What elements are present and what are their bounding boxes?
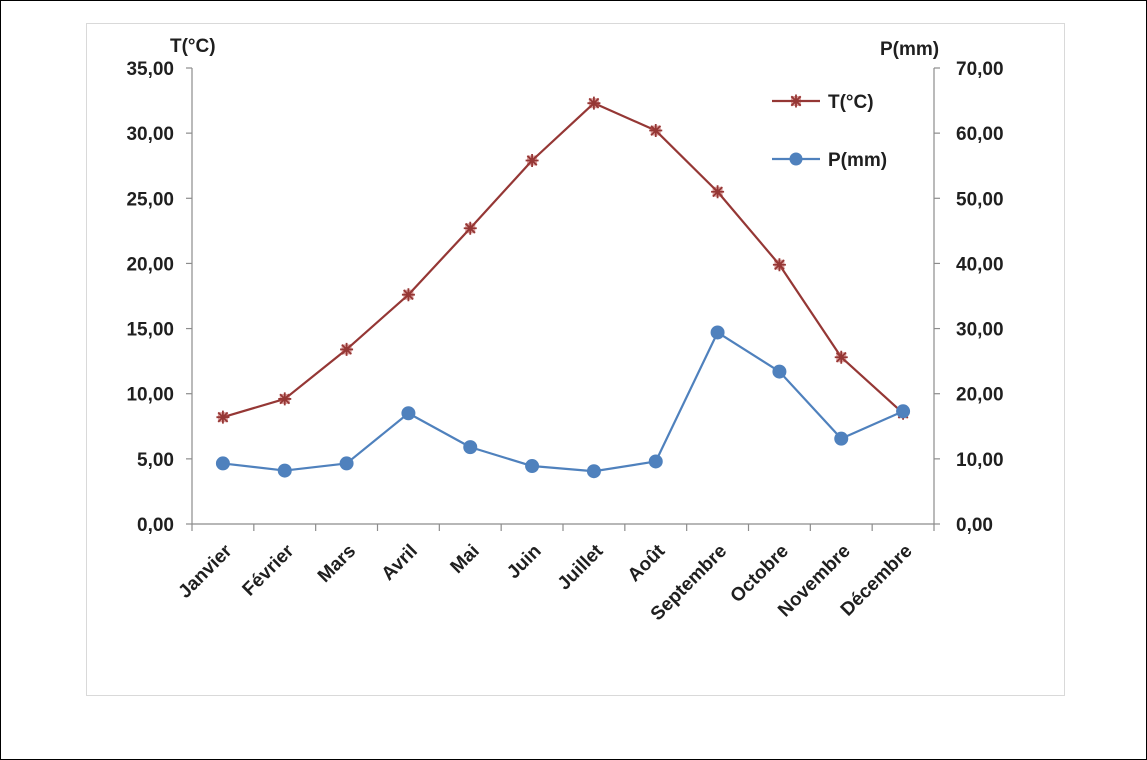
legend-label: P(mm) [828,150,887,171]
x-category-label: Août [624,540,670,586]
precipitation-point [525,459,540,474]
temperature-point-star [216,410,230,424]
x-category-label: Février [239,540,299,600]
temperature-point [711,185,725,199]
y-left-tick-label: 10,00 [126,385,174,406]
legend-marker-circle [789,152,803,166]
legend-group: T(°C) P(mm) [772,92,887,171]
temperature-point-star [587,96,601,110]
temperature-point [216,410,230,424]
precipitation-point [772,364,787,379]
axes-group [186,67,940,531]
y-left-tick-label: 30,00 [126,124,174,145]
y-right-tick-label: 20,00 [956,385,1004,406]
series-lines-group [222,102,904,473]
series-markers-group [215,96,911,479]
chart-area [86,23,1065,696]
precipitation-point [277,463,292,478]
precipitation-point [710,325,725,340]
temperature-point-star [278,392,292,406]
temperature-point [772,258,786,272]
temperature-point-star [463,221,477,235]
y-right-tick-label: 50,00 [956,189,1004,210]
y-right-tick-label: 40,00 [956,254,1004,275]
temperature-point [278,392,292,406]
legend-label: T(°C) [828,92,874,113]
labels-group: 0,00 5,00 10,00 15,00 20,00 25,00 30,00 35,00 0,… [126,36,1003,625]
series-line-temperature [222,102,904,419]
legend-marker-star [789,94,803,108]
y-left-tick-label: 15,00 [126,320,174,341]
precipitation-point [401,406,416,421]
y-left-tick-label: 0,00 [137,515,174,536]
temperature-point [463,221,477,235]
temperature-point [587,96,601,110]
temperature-point-star [340,342,354,356]
x-category-label: Avril [378,541,422,585]
temperature-point [834,350,848,364]
y-right-axis-title: P(mm) [880,39,939,60]
y-right-tick-label: 10,00 [956,450,1004,471]
x-category-label: Janvier [175,540,237,602]
x-category-label: Mai [447,541,484,578]
temperature-point-star [401,288,415,302]
temperature-point-star [649,124,663,138]
y-left-axis-title: T(°C) [170,36,216,57]
x-category-label: Mars [314,541,360,587]
y-left-tick-label: 25,00 [126,189,174,210]
temperature-point [649,124,663,138]
temperature-point-star [711,185,725,199]
precipitation-point [896,404,911,419]
precipitation-point [215,456,230,471]
temperature-point [401,288,415,302]
precipitation-point [834,431,849,446]
y-right-tick-label: 30,00 [956,320,1004,341]
y-right-tick-label: 0,00 [956,515,993,536]
precipitation-point [586,464,601,479]
series-line-precipitation [222,331,904,473]
temperature-point-star [772,258,786,272]
x-category-label: Juillet [554,540,608,594]
y-right-tick-label: 70,00 [956,59,1004,80]
precipitation-point [463,440,478,455]
temperature-point-star [525,154,539,168]
x-category-label: Juin [503,541,545,583]
y-left-tick-label: 35,00 [126,59,174,80]
temperature-point-star [834,350,848,364]
precipitation-point [648,454,663,469]
y-right-tick-label: 60,00 [956,124,1004,145]
y-left-tick-label: 5,00 [137,450,174,471]
y-left-tick-label: 20,00 [126,254,174,275]
temperature-point [340,342,354,356]
precipitation-point [339,456,354,471]
temperature-point [525,154,539,168]
